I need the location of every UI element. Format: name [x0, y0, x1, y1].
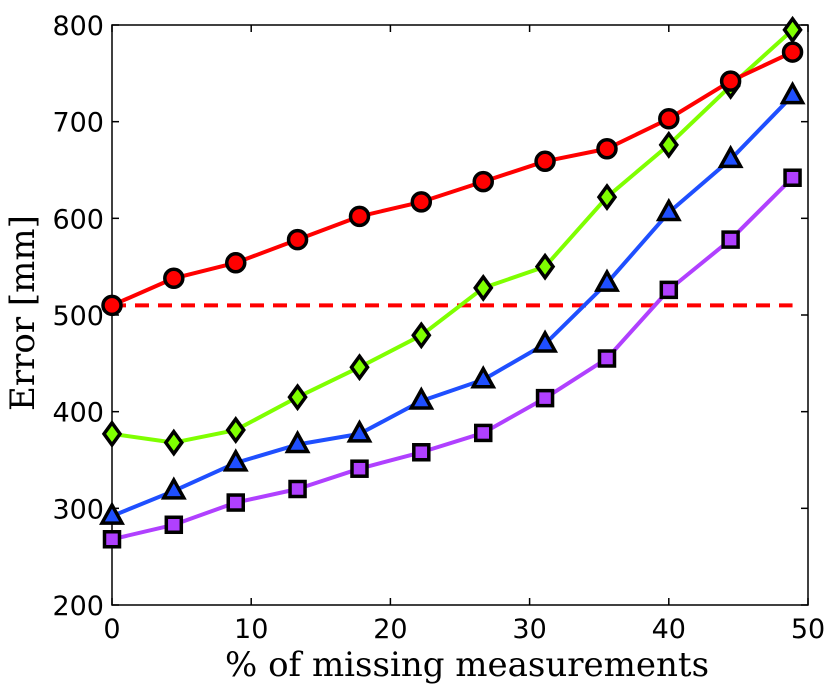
data-point-green-diamond — [225, 416, 246, 445]
data-point-purple-square — [783, 168, 802, 187]
x-tick-label: 0 — [103, 614, 120, 645]
data-point-green-diamond — [101, 419, 123, 448]
data-point-purple-square — [659, 280, 679, 300]
data-point-green-diamond — [534, 252, 556, 281]
x-tick-label: 50 — [791, 614, 825, 645]
y-tick-label: 800 — [52, 11, 104, 42]
y-tick-label: 400 — [52, 398, 104, 429]
data-point-green-diamond — [596, 183, 618, 212]
data-point-red-circle — [719, 70, 742, 92]
series-markers — [99, 15, 806, 549]
series-group — [99, 15, 806, 549]
data-point-red-circle — [534, 150, 556, 173]
data-point-blue-triangle — [346, 419, 373, 443]
series-lines — [111, 28, 794, 542]
data-point-purple-square — [226, 493, 245, 512]
data-point-red-circle — [472, 170, 494, 193]
data-point-purple-square — [102, 530, 122, 549]
data-point-red-circle — [163, 267, 185, 290]
y-tick-label: 300 — [52, 494, 104, 525]
data-point-blue-triangle — [594, 268, 620, 292]
series-line-green-diamond — [111, 28, 794, 445]
series-line-red-circle — [111, 50, 794, 308]
data-point-green-diamond — [411, 321, 432, 350]
axes: 0 10 20 30 40 50 200 300 400 500 600 700 800 — [52, 11, 825, 645]
data-point-red-circle — [410, 191, 433, 213]
data-point-green-diamond — [287, 383, 308, 412]
data-point-green-diamond — [473, 273, 494, 302]
data-point-green-diamond — [163, 428, 184, 457]
x-tick-label: 30 — [512, 614, 546, 645]
series-line-purple-square — [111, 176, 794, 542]
data-point-blue-triangle — [222, 448, 249, 472]
y-tick-label: 200 — [52, 591, 104, 622]
data-point-red-circle — [658, 108, 680, 130]
data-point-blue-triangle — [532, 329, 559, 353]
x-axis-title: % of missing measurements — [225, 645, 709, 685]
x-tick-label: 10 — [234, 614, 268, 645]
data-point-blue-triangle — [284, 429, 311, 454]
data-point-blue-triangle — [779, 80, 806, 105]
y-axis-title: Error [mm] — [3, 215, 43, 411]
data-point-purple-square — [412, 443, 431, 462]
data-point-red-circle — [224, 252, 247, 274]
data-point-blue-triangle — [470, 365, 497, 389]
data-point-blue-triangle — [717, 144, 744, 169]
data-point-red-circle — [286, 228, 309, 251]
axis-titles: % of missing measurements Error [mm] — [3, 215, 709, 685]
y-tick-label: 500 — [52, 301, 104, 332]
data-point-green-diamond — [349, 353, 370, 382]
data-point-blue-triangle — [408, 386, 435, 410]
data-point-purple-square — [350, 459, 369, 478]
x-tick-label: 20 — [373, 614, 407, 645]
data-point-red-circle — [101, 294, 123, 317]
data-point-red-circle — [348, 205, 371, 228]
data-point-purple-square — [288, 479, 307, 499]
data-point-purple-square — [721, 230, 740, 249]
data-point-blue-triangle — [160, 476, 187, 500]
data-point-green-diamond — [782, 15, 803, 44]
data-point-purple-square — [535, 388, 555, 408]
data-point-green-diamond — [658, 130, 679, 159]
y-tick-label: 600 — [52, 204, 104, 235]
y-tick-label: 700 — [52, 108, 104, 139]
data-point-red-circle — [781, 41, 804, 63]
data-point-purple-square — [473, 423, 493, 443]
data-point-blue-triangle — [99, 501, 125, 525]
data-point-purple-square — [164, 515, 184, 535]
x-tick-label: 40 — [652, 614, 686, 645]
data-point-purple-square — [597, 349, 617, 368]
data-point-blue-triangle — [655, 197, 682, 222]
data-point-red-circle — [596, 137, 618, 160]
